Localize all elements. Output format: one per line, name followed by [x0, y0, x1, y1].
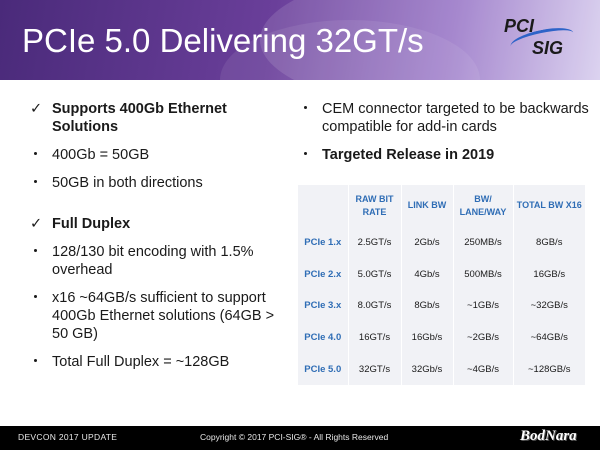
table-row: PCIe 5.0 32GT/s 32Gb/s ~4GB/s ~128GB/s — [298, 353, 585, 385]
bullet-text: Total Full Duplex = ~128GB — [52, 354, 230, 371]
slide-title: PCIe 5.0 Delivering 32GT/s — [22, 22, 424, 59]
bullet-item: Total Full Duplex = ~128GB — [30, 353, 280, 371]
bullet-item: x16 ~64GB/s sufficient to support 400Gb … — [30, 289, 280, 343]
bullet-check: ✓ Supports 400Gb Ethernet Solutions — [30, 100, 280, 136]
bullet-item: Targeted Release in 2019 — [300, 146, 590, 164]
table-cell: 16GT/s — [347, 321, 401, 354]
table-cell: 5.0GT/s — [347, 258, 401, 291]
bullet-item: 50GB in both directions — [30, 174, 280, 192]
table-cell: 500MB/s — [452, 258, 513, 291]
table-cell: 32GT/s — [347, 353, 401, 385]
table-cell: 32Gb/s — [400, 353, 453, 385]
table-cell: 8GB/s — [512, 227, 585, 259]
bullet-text: Full Duplex — [52, 215, 131, 232]
pci-sig-logo: PCI SIG — [504, 16, 582, 68]
row-header: PCIe 4.0 — [304, 332, 342, 344]
bullet-dot-icon — [304, 152, 307, 156]
banner-decoration — [260, 0, 600, 80]
bullet-dot-icon — [34, 180, 37, 184]
row-header: PCIe 3.x — [304, 300, 342, 312]
footer-event-label: DEVCON 2017 UPDATE — [18, 432, 118, 442]
right-column: CEM connector targeted to be backwards c… — [300, 100, 590, 174]
bullet-item: 128/130 bit encoding with 1.5% overhead — [30, 243, 280, 279]
bandwidth-table-container: RAW BIT RATE LINK BW BW/ LANE/WAY TOTAL … — [298, 185, 585, 385]
bullet-dot-icon — [34, 248, 37, 252]
table-cell: 16GB/s — [512, 258, 585, 291]
row-header: PCIe 5.0 — [304, 363, 342, 375]
table-cell: 8Gb/s — [400, 290, 453, 322]
table-cell: 2Gb/s — [400, 227, 453, 259]
bullet-dot-icon — [34, 359, 37, 363]
left-column: ✓ Supports 400Gb Ethernet Solutions 400G… — [30, 100, 280, 381]
table-header-row: RAW BIT RATE LINK BW BW/ LANE/WAY TOTAL … — [298, 185, 585, 227]
row-header: PCIe 2.x — [304, 268, 342, 280]
bullet-dot-icon — [34, 152, 37, 156]
column-header: RAW BIT RATE — [347, 185, 401, 227]
footer-copyright: Copyright © 2017 PCI-SIG® - All Rights R… — [200, 432, 389, 442]
bullet-text: Targeted Release in 2019 — [322, 147, 495, 164]
table-cell: 250MB/s — [452, 227, 513, 259]
table-row: PCIe 1.x 2.5GT/s 2Gb/s 250MB/s 8GB/s — [298, 227, 585, 259]
bullet-item: 400Gb = 50GB — [30, 146, 280, 164]
table-cell: 2.5GT/s — [347, 227, 401, 259]
title-banner: PCIe 5.0 Delivering 32GT/s PCI SIG — [0, 0, 600, 80]
bullet-text: 400Gb = 50GB — [52, 147, 150, 164]
checkmark-icon: ✓ — [30, 215, 43, 232]
bullet-text: 50GB in both directions — [52, 175, 203, 192]
bullet-dot-icon — [304, 106, 307, 109]
table-cell: ~32GB/s — [512, 290, 585, 322]
bandwidth-table: RAW BIT RATE LINK BW BW/ LANE/WAY TOTAL … — [298, 185, 585, 385]
table-cell: ~1GB/s — [452, 290, 513, 322]
table-cell: ~2GB/s — [452, 321, 513, 354]
table-row: PCIe 4.0 16GT/s 16Gb/s ~2GB/s ~64GB/s — [298, 321, 585, 354]
checkmark-icon: ✓ — [30, 101, 43, 117]
row-header: PCIe 1.x — [304, 237, 342, 249]
column-header — [298, 185, 348, 227]
bullet-text: CEM connector targeted to be backwards c… — [322, 101, 589, 136]
table-cell: ~4GB/s — [452, 353, 513, 385]
table-cell: 4Gb/s — [400, 258, 453, 291]
column-header: BW/ LANE/WAY — [452, 185, 513, 227]
table-cell: 16Gb/s — [400, 321, 453, 354]
watermark-logo: BodNara — [520, 428, 577, 444]
table-row: PCIe 2.x 5.0GT/s 4Gb/s 500MB/s 16GB/s — [298, 258, 585, 291]
bullet-dot-icon — [34, 294, 37, 298]
column-header: LINK BW — [400, 185, 453, 227]
bullet-text: x16 ~64GB/s sufficient to support 400Gb … — [52, 289, 275, 343]
bullet-item: CEM connector targeted to be backwards c… — [300, 100, 590, 136]
bullet-text: 128/130 bit encoding with 1.5% overhead — [52, 243, 254, 278]
logo-text-sig: SIG — [532, 38, 564, 58]
footer-bar: DEVCON 2017 UPDATE Copyright © 2017 PCI-… — [0, 426, 600, 450]
column-header: TOTAL BW X16 — [512, 185, 585, 227]
table-row: PCIe 3.x 8.0GT/s 8Gb/s ~1GB/s ~32GB/s — [298, 290, 585, 322]
bullet-check: ✓ Full Duplex — [30, 215, 280, 233]
table-cell: ~64GB/s — [512, 321, 585, 354]
bullet-text: Supports 400Gb Ethernet Solutions — [52, 101, 227, 136]
table-cell: ~128GB/s — [512, 353, 585, 385]
table-cell: 8.0GT/s — [347, 290, 401, 322]
logo-text-pci: PCI — [504, 16, 535, 36]
